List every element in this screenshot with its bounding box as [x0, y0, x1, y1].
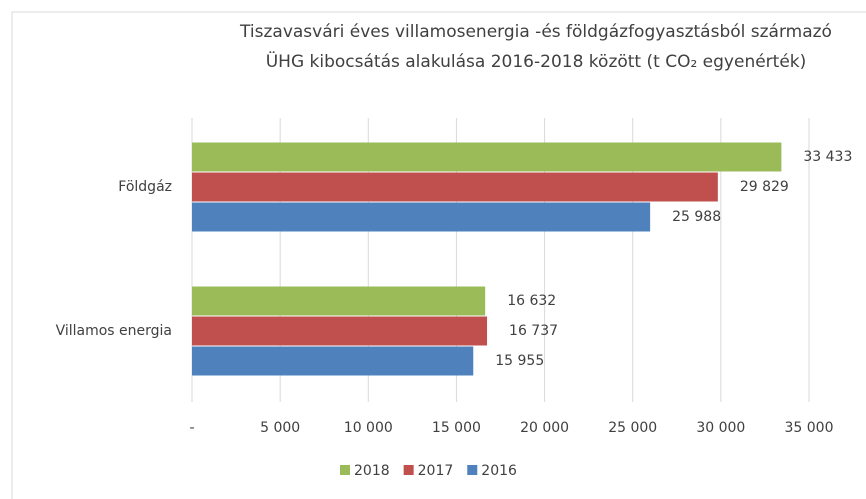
- data-label: 33 433: [803, 149, 852, 165]
- chart-title: ÜHG kibocsátás alakulása 2016-2018 közöt…: [266, 50, 807, 72]
- data-label: 16 632: [507, 293, 556, 309]
- x-tick-label: 30 000: [696, 420, 745, 436]
- x-tick-label: 5 000: [260, 420, 300, 436]
- data-label: 15 955: [495, 353, 544, 369]
- data-label: 25 988: [672, 209, 721, 225]
- legend-swatch: [467, 465, 478, 475]
- x-tick-label: 25 000: [608, 420, 657, 436]
- x-tick-label: 10 000: [344, 420, 393, 436]
- legend-label: 2017: [418, 463, 454, 479]
- y-tick-label: Villamos energia: [56, 323, 172, 339]
- x-tick-label: 20 000: [520, 420, 569, 436]
- bar: [192, 346, 474, 376]
- legend-label: 2016: [481, 463, 517, 479]
- x-tick-label: 15 000: [432, 420, 481, 436]
- legend-swatch: [340, 465, 350, 475]
- bar: [192, 172, 718, 202]
- legend-swatch: [403, 465, 414, 475]
- y-tick-label: Földgáz: [118, 179, 172, 195]
- x-tick-label: 35 000: [785, 420, 834, 436]
- chart-frame: [11, 11, 866, 499]
- bar: [192, 286, 486, 316]
- data-label: 29 829: [740, 179, 789, 195]
- data-label: 16 737: [509, 323, 558, 339]
- bar: [192, 142, 782, 172]
- bar: [192, 316, 488, 346]
- x-tick-label: -: [189, 420, 194, 436]
- chart-title: Tiszavasvári éves villamosenergia -és fö…: [239, 22, 832, 42]
- legend-label: 2018: [354, 463, 390, 479]
- bar: [192, 202, 651, 232]
